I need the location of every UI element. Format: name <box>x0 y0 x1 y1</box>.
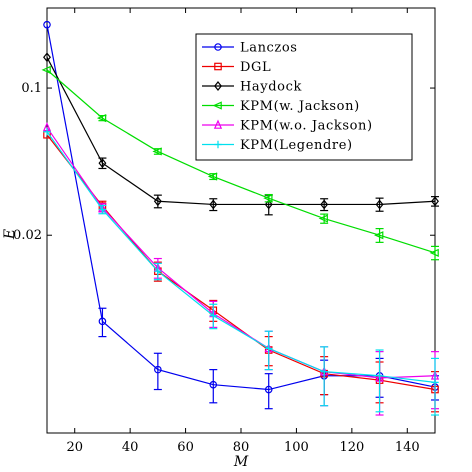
data-point <box>320 367 328 376</box>
data-point <box>431 196 439 207</box>
data-point <box>43 52 51 63</box>
y-axis-label: E <box>2 229 18 240</box>
data-point <box>320 199 329 210</box>
data-point <box>41 65 51 74</box>
legend: Lanczos DGL Haydock KPM(w. Jackson) KPM(w.o.… <box>195 33 413 161</box>
data-point <box>152 147 162 156</box>
series-5 <box>43 128 439 416</box>
series-line <box>46 69 436 254</box>
data-point <box>209 311 217 320</box>
data-point <box>375 199 384 210</box>
data-point <box>98 158 107 169</box>
x-tick-label: 60 <box>177 440 194 455</box>
data-point <box>374 231 384 240</box>
x-axis-label: M <box>233 454 249 470</box>
data-point <box>265 344 273 353</box>
legend-label: Haydock <box>240 80 302 95</box>
data-point <box>43 20 51 29</box>
data-point <box>209 380 218 389</box>
series-line <box>46 24 436 391</box>
legend-marker <box>214 62 222 71</box>
data-point <box>429 248 439 257</box>
legend-marker <box>214 81 222 91</box>
data-point <box>98 205 107 214</box>
data-point <box>263 194 273 203</box>
data-point <box>96 113 107 123</box>
series-2 <box>43 52 439 216</box>
data-point <box>153 196 162 207</box>
legend-label: Lanczos <box>240 41 298 56</box>
data-point <box>264 385 273 394</box>
x-tick-label: 80 <box>233 440 250 455</box>
series-line <box>46 57 436 206</box>
data-point <box>318 214 328 223</box>
legend-label: KPM(w.o. Jackson) <box>240 119 373 134</box>
legend-label: KPM(Legendre) <box>240 138 353 153</box>
legend-marker <box>214 43 222 51</box>
legend-marker <box>213 119 223 129</box>
series-line <box>46 127 436 379</box>
x-tick-label: 140 <box>395 440 420 455</box>
y-tick-label: 0.02 <box>13 228 42 243</box>
x-tick-label: 100 <box>284 440 309 455</box>
x-tick-label: 40 <box>122 440 139 455</box>
data-point <box>209 199 218 210</box>
data-point <box>431 378 439 387</box>
legend-label: DGL <box>240 60 271 75</box>
y-tick-label: 0.1 <box>21 81 42 96</box>
legend-marker <box>214 140 222 149</box>
series-layer <box>41 20 440 416</box>
legend-box <box>195 33 413 161</box>
data-point <box>154 365 162 374</box>
series-3 <box>41 65 439 261</box>
data-point <box>98 317 107 326</box>
data-point <box>43 128 51 136</box>
legend-marker <box>212 101 222 110</box>
series-line <box>46 131 436 383</box>
x-tick-label: 120 <box>339 440 364 455</box>
data-point <box>375 372 384 380</box>
data-point <box>207 172 218 181</box>
data-point <box>154 267 162 275</box>
axis-ticks: 20 40 60 80 100 120 140 0.02 0.1 <box>13 8 435 455</box>
data-point <box>264 199 273 210</box>
x-tick-label: 20 <box>66 440 83 455</box>
legend-label: KPM(w. Jackson) <box>240 99 360 114</box>
